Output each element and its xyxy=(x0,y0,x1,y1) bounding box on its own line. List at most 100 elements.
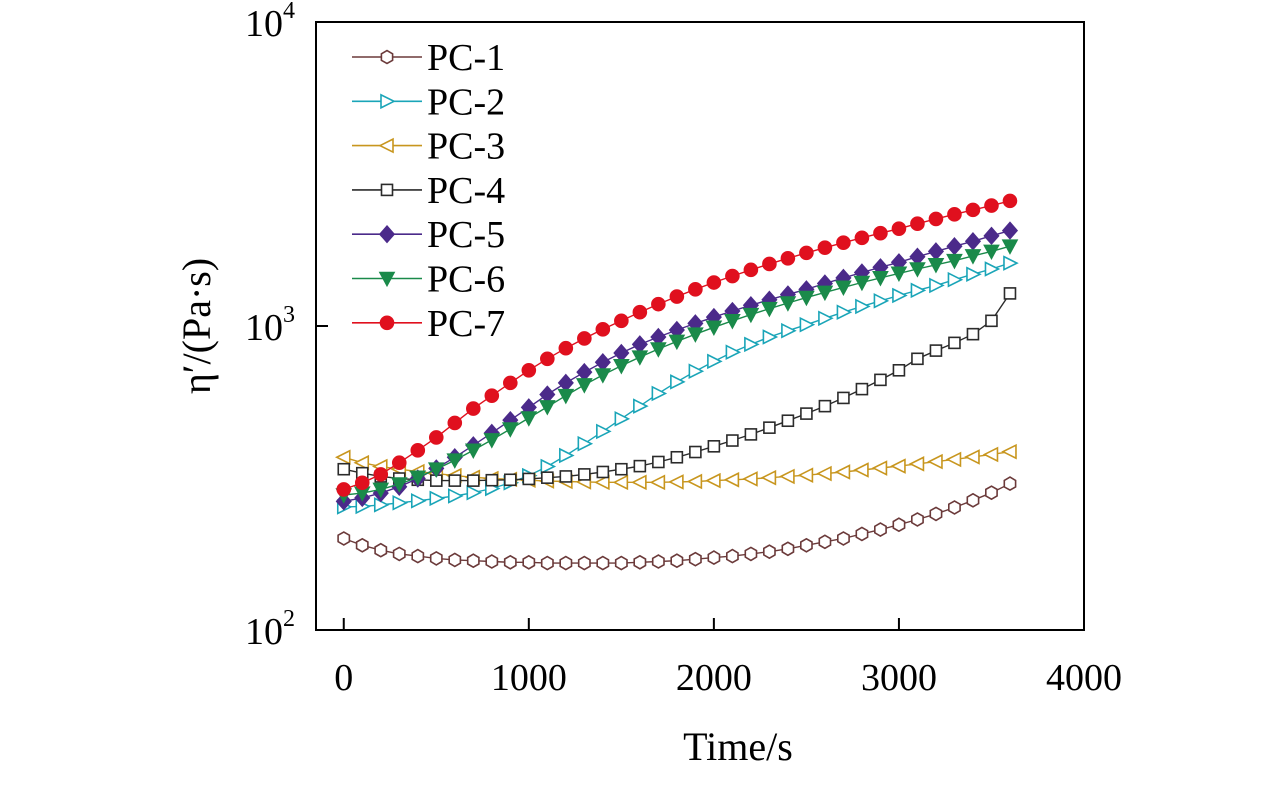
legend-item: PC-5 xyxy=(352,214,505,256)
data-point xyxy=(836,304,853,321)
data-point xyxy=(797,467,814,483)
data-point xyxy=(947,500,961,515)
data-point xyxy=(334,449,351,466)
data-point xyxy=(890,458,906,474)
data-point xyxy=(390,477,408,493)
data-point xyxy=(428,430,444,445)
data-point xyxy=(670,553,684,569)
data-point xyxy=(651,385,668,402)
data-point xyxy=(836,235,851,250)
data-point xyxy=(948,336,961,350)
series-pc-4 xyxy=(337,287,1017,487)
data-point xyxy=(448,474,462,487)
data-point xyxy=(947,271,964,288)
data-point xyxy=(798,290,815,307)
x-tick-label: 1000 xyxy=(491,657,567,699)
data-point xyxy=(762,329,779,345)
data-point xyxy=(763,421,776,434)
data-point xyxy=(689,445,702,459)
data-point xyxy=(614,411,631,427)
data-point xyxy=(649,474,666,491)
data-point xyxy=(521,362,537,378)
data-point xyxy=(668,334,686,351)
data-point xyxy=(466,401,481,416)
data-point xyxy=(705,472,721,489)
data-point xyxy=(743,262,759,278)
data-point xyxy=(890,266,908,283)
data-point xyxy=(448,552,462,568)
data-point xyxy=(594,368,612,384)
data-point xyxy=(612,474,629,491)
data-point xyxy=(853,275,871,292)
data-point xyxy=(631,350,649,366)
legend-marker xyxy=(378,137,394,154)
data-point xyxy=(464,443,482,460)
data-point xyxy=(799,316,816,333)
data-point xyxy=(910,512,924,527)
data-point xyxy=(966,327,980,341)
data-point xyxy=(410,443,426,458)
data-point xyxy=(964,449,980,465)
data-point xyxy=(559,470,573,483)
data-point xyxy=(429,550,443,566)
data-point xyxy=(873,522,887,538)
data-point xyxy=(467,474,480,487)
data-point xyxy=(651,296,666,312)
data-point xyxy=(559,555,573,571)
data-point xyxy=(670,374,686,390)
data-point xyxy=(873,293,890,309)
data-point xyxy=(558,340,574,356)
data-point xyxy=(557,388,575,405)
legend-item: PC-2 xyxy=(352,81,505,123)
data-point xyxy=(1001,221,1019,240)
data-point xyxy=(855,526,869,542)
data-point xyxy=(613,358,630,375)
legend-marker xyxy=(380,183,394,197)
data-point xyxy=(892,363,906,377)
data-point xyxy=(872,271,889,287)
data-point xyxy=(871,460,888,476)
data-point xyxy=(744,336,760,353)
data-point xyxy=(927,257,945,274)
data-point xyxy=(818,534,832,550)
data-point xyxy=(504,473,517,487)
data-point xyxy=(578,468,591,481)
data-point xyxy=(355,537,369,553)
data-point xyxy=(781,541,795,557)
data-point xyxy=(633,398,649,414)
data-point xyxy=(614,313,629,329)
data-point xyxy=(372,482,390,499)
legend-item: PC-4 xyxy=(352,170,505,212)
data-point xyxy=(520,411,538,427)
data-point xyxy=(837,391,850,405)
data-point xyxy=(911,352,924,366)
legend-marker xyxy=(380,93,396,110)
data-point xyxy=(779,296,797,312)
data-point xyxy=(707,353,723,370)
data-point xyxy=(724,314,741,330)
data-point xyxy=(964,249,982,265)
legend-label: PC-6 xyxy=(427,259,505,301)
legend-item: PC-1 xyxy=(352,37,505,79)
data-point xyxy=(633,459,647,473)
data-point xyxy=(483,433,501,449)
data-point xyxy=(908,456,925,472)
data-point xyxy=(742,471,758,487)
legend-label: PC-5 xyxy=(427,214,505,256)
data-point xyxy=(910,282,927,299)
data-point xyxy=(762,544,776,560)
data-point xyxy=(484,388,500,403)
data-point xyxy=(409,470,427,486)
data-point xyxy=(873,225,888,241)
data-point xyxy=(762,256,777,272)
data-point xyxy=(540,351,555,367)
data-point xyxy=(466,553,480,569)
data-point xyxy=(503,375,518,391)
data-point xyxy=(651,554,665,569)
data-point xyxy=(874,373,887,387)
legend-label: PC-3 xyxy=(427,126,505,168)
y-tick-label: 104 xyxy=(245,0,295,45)
data-point xyxy=(818,399,832,413)
data-point xyxy=(522,472,536,486)
data-point xyxy=(725,344,742,360)
